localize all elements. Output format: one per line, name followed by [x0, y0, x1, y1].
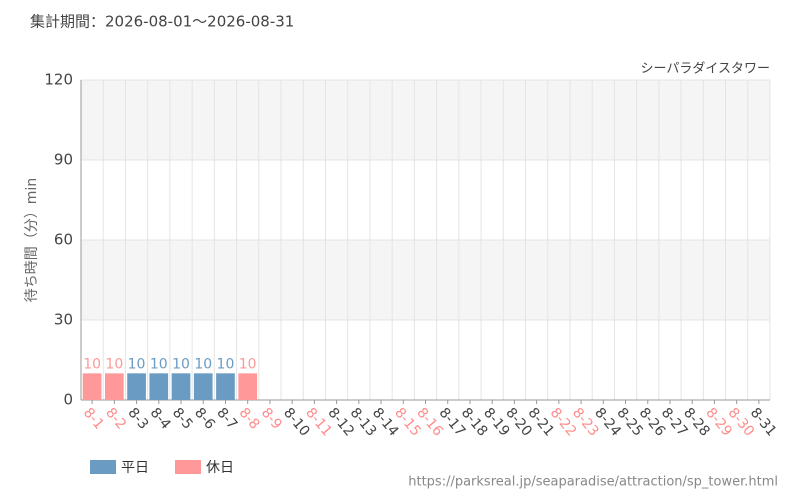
data-label: 10 [239, 356, 257, 372]
x-tick-label: 8-5 [169, 405, 196, 433]
bar [105, 373, 124, 400]
legend-label: 休日 [206, 460, 234, 476]
bar [216, 373, 235, 400]
bar [171, 373, 191, 400]
bar [127, 373, 146, 400]
data-label: 10 [150, 356, 168, 372]
y-tick-label: 120 [44, 71, 73, 89]
y-tick-label: 90 [54, 151, 73, 169]
source-url: https://parksreal.jp/seaparadise/attract… [408, 475, 778, 490]
y-axis-label: 待ち時間（分）min [24, 178, 40, 302]
bar [193, 373, 213, 400]
data-label: 10 [194, 356, 212, 372]
x-tick-label: 8-4 [147, 405, 174, 433]
bar [149, 373, 169, 400]
x-tick-label: 8-9 [258, 405, 285, 433]
y-tick-label: 0 [63, 391, 73, 409]
x-tick-label: 8-1 [80, 405, 107, 433]
x-tick-label: 8-6 [191, 405, 218, 433]
grid-band [81, 80, 770, 160]
y-tick-label: 60 [54, 231, 73, 249]
legend-label: 平日 [121, 460, 149, 476]
legend-swatch [90, 460, 116, 474]
legend-swatch [175, 460, 201, 474]
data-label: 10 [83, 356, 101, 372]
x-tick-label: 8-2 [102, 405, 129, 433]
data-label: 10 [217, 356, 235, 372]
x-tick-label: 8-3 [124, 405, 151, 433]
data-label: 10 [172, 356, 190, 372]
bar [82, 373, 102, 400]
x-tick-label: 8-8 [236, 405, 263, 433]
bar [238, 373, 258, 400]
x-tick-label: 8-7 [213, 405, 240, 433]
chart-subtitle: シーパラダイスタワー [641, 62, 770, 77]
chart-title: 集計期間：2026-08-01～2026-08-31 [30, 13, 294, 31]
data-label: 10 [128, 356, 146, 372]
grid-band [81, 240, 770, 320]
data-label: 10 [105, 356, 123, 372]
y-tick-label: 30 [54, 311, 73, 329]
